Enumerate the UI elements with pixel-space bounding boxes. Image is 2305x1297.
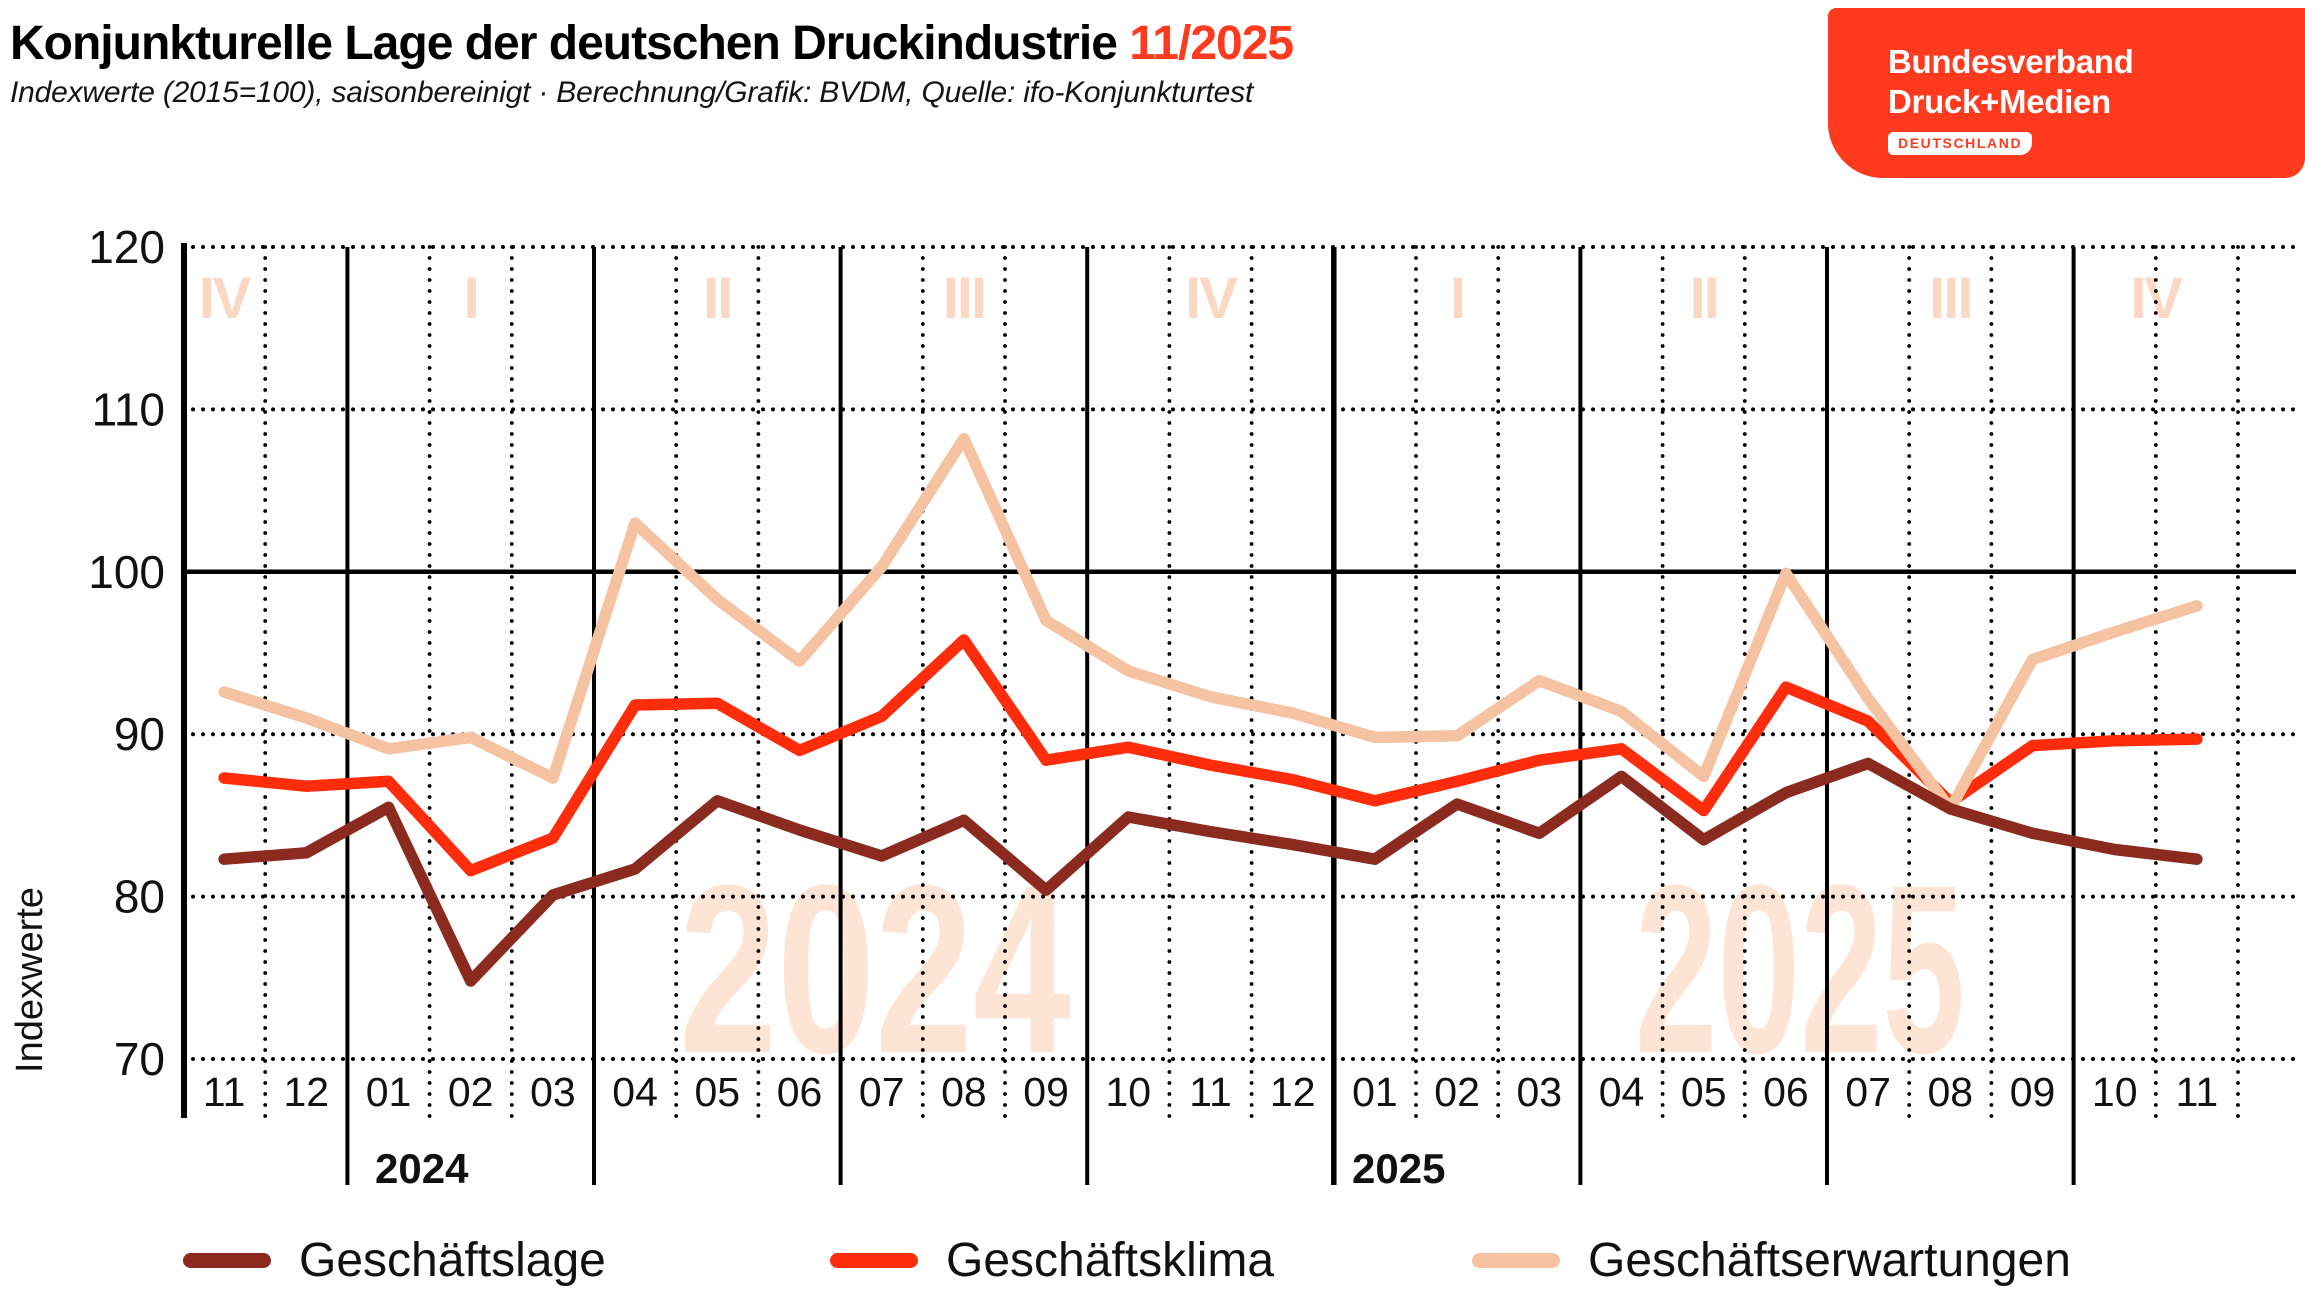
- quarter-label-8: IV: [2130, 266, 2183, 331]
- page-subtitle: Indexwerte (2015=100), saisonbereinigt ·…: [10, 76, 1254, 109]
- month-label-0: 11: [203, 1069, 246, 1115]
- year-label-2024: 2024: [375, 1145, 469, 1192]
- legend-swatch-geschaeftserwartungen: [1472, 1252, 1560, 1268]
- month-label-10: 09: [1023, 1069, 1069, 1115]
- month-label-24: 11: [2176, 1069, 2219, 1115]
- month-label-14: 01: [1352, 1069, 1398, 1115]
- month-label-1: 12: [283, 1069, 329, 1115]
- legend-swatch-geschaeftslage: [183, 1252, 271, 1268]
- logo-country-badge: DEUTSCHLAND: [1888, 132, 2033, 155]
- legend-label-geschaeftsklima: Geschäftsklima: [946, 1233, 1275, 1287]
- month-label-18: 05: [1681, 1069, 1727, 1115]
- month-label-5: 04: [612, 1069, 658, 1115]
- month-label-2: 01: [366, 1069, 412, 1115]
- month-label-6: 05: [694, 1069, 740, 1115]
- y-tick-label-80: 80: [114, 871, 165, 923]
- quarter-label-0: IV: [199, 266, 252, 331]
- legend-item-geschaeftslage: Geschäftslage: [183, 1232, 606, 1288]
- page-title-text: Konjunkturelle Lage der deutschen Drucki…: [10, 17, 1118, 70]
- quarter-label-6: II: [1690, 266, 1718, 331]
- month-label-23: 10: [2092, 1069, 2138, 1115]
- month-label-16: 03: [1516, 1069, 1562, 1115]
- legend-item-geschaeftsklima: Geschäftsklima: [830, 1232, 1274, 1288]
- year-label-2025: 2025: [1352, 1145, 1445, 1192]
- month-label-3: 02: [448, 1069, 494, 1115]
- y-tick-label-70: 70: [114, 1033, 165, 1085]
- month-label-20: 07: [1845, 1069, 1891, 1115]
- series-line-1: [218, 634, 2203, 877]
- month-label-17: 04: [1599, 1069, 1645, 1115]
- legend-label-geschaeftserwartungen: Geschäftserwartungen: [1588, 1233, 2071, 1287]
- month-label-13: 12: [1270, 1069, 1316, 1115]
- month-label-19: 06: [1763, 1069, 1809, 1115]
- month-label-15: 02: [1434, 1069, 1480, 1115]
- legend-label-geschaeftslage: Geschäftslage: [299, 1233, 606, 1287]
- logo-line1: Bundesverband: [1888, 43, 2134, 80]
- year-watermark-2024: 2024: [679, 835, 1071, 1103]
- quarter-label-1: I: [464, 266, 478, 331]
- page-title: Konjunkturelle Lage der deutschen Drucki…: [10, 16, 1294, 71]
- quarter-label-5: I: [1450, 266, 1464, 331]
- month-label-11: 10: [1105, 1069, 1151, 1115]
- quarter-label-4: IV: [1185, 266, 1238, 331]
- y-tick-label-110: 110: [92, 383, 165, 435]
- month-label-9: 08: [941, 1069, 987, 1115]
- legend-swatch-geschaeftsklima: [830, 1252, 918, 1268]
- y-axis-title: Indexwerte: [9, 887, 51, 1073]
- year-watermark-2025: 2025: [1635, 835, 1965, 1103]
- month-label-22: 09: [2010, 1069, 2056, 1115]
- quarter-label-7: III: [1929, 266, 1971, 331]
- month-label-4: 03: [530, 1069, 576, 1115]
- series-line-0: [218, 757, 2203, 987]
- report-month-badge: 11/2025: [1129, 17, 1294, 70]
- y-tick-label-120: 120: [88, 221, 165, 273]
- y-tick-label-100: 100: [88, 546, 165, 598]
- logo-line2: Druck+Medien: [1888, 83, 2111, 120]
- series-line-2: [218, 432, 2203, 815]
- y-tick-label-90: 90: [114, 708, 165, 760]
- bvdm-logo: Bundesverband Druck+Medien DEUTSCHLAND: [1828, 8, 2305, 178]
- quarter-label-2: II: [703, 266, 731, 331]
- month-label-12: 11: [1189, 1069, 1232, 1115]
- month-label-21: 08: [1927, 1069, 1973, 1115]
- month-label-8: 07: [859, 1069, 905, 1115]
- legend-item-geschaeftserwartungen: Geschäftserwartungen: [1472, 1232, 2071, 1288]
- month-label-7: 06: [777, 1069, 823, 1115]
- quarter-label-3: III: [943, 266, 985, 331]
